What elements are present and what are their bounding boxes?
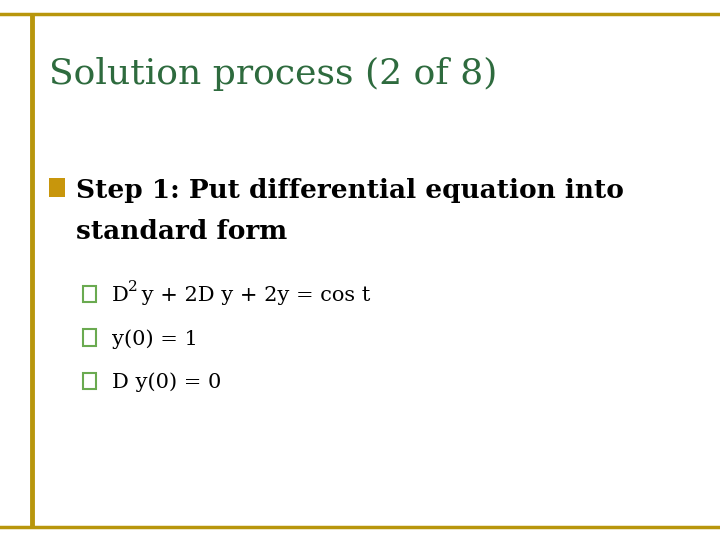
Text: 2: 2 [127, 280, 138, 294]
Bar [83, 373, 96, 389]
Text: D y(0) = 0: D y(0) = 0 [112, 373, 221, 392]
Text: D: D [112, 286, 128, 305]
Text: y + 2D y + 2y = cos t: y + 2D y + 2y = cos t [135, 286, 370, 305]
Text: Solution process (2 of 8): Solution process (2 of 8) [49, 57, 498, 91]
Text: standard form: standard form [76, 219, 287, 244]
Bar [83, 329, 96, 346]
Bar [83, 286, 96, 302]
Bar [49, 178, 65, 197]
Text: y(0) = 1: y(0) = 1 [112, 329, 197, 349]
Text: Step 1: Put differential equation into: Step 1: Put differential equation into [76, 178, 624, 203]
